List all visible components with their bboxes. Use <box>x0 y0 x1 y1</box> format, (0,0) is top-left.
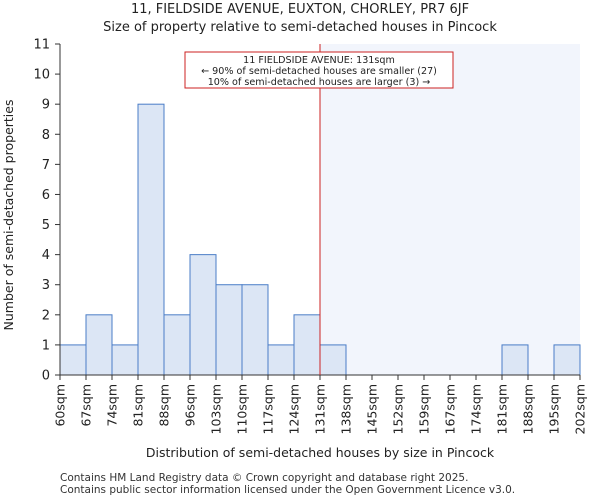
x-tick-label: 174sqm <box>469 384 484 434</box>
y-tick-label: 1 <box>42 338 50 353</box>
annotation-line1: 11 FIELDSIDE AVENUE: 131sqm <box>243 55 395 66</box>
x-tick-label: 88sqm <box>157 384 172 427</box>
y-tick-label: 3 <box>42 278 50 293</box>
histogram-bar <box>163 314 191 376</box>
larger-region-highlight <box>320 44 580 375</box>
y-tick-label: 9 <box>42 98 50 113</box>
histogram-bar <box>137 103 165 376</box>
x-tick-label: 181sqm <box>495 384 510 434</box>
x-tick-label: 138sqm <box>339 384 354 434</box>
x-tick-label: 131sqm <box>313 384 328 434</box>
x-tick-label: 81sqm <box>131 384 146 427</box>
chart-subtitle: Size of property relative to semi-detach… <box>103 20 497 35</box>
x-tick-label: 74sqm <box>105 384 120 427</box>
histogram-bar <box>319 344 347 376</box>
x-tick-label: 145sqm <box>365 384 380 434</box>
histogram-chart: 0 1 2 3 4 5 6 7 8 9 10 11 60sqm 67sqm 74sqm 81sqm 88sqm 9… <box>1 38 588 461</box>
histogram-bar <box>59 344 87 376</box>
histogram-bar <box>85 314 113 376</box>
histogram-bar <box>293 314 321 376</box>
y-tick-label: 7 <box>42 158 50 173</box>
y-tick-label: 8 <box>42 128 50 143</box>
x-tick-label: 117sqm <box>261 384 276 434</box>
x-tick-label: 159sqm <box>417 384 432 434</box>
y-tick-label: 2 <box>42 308 50 323</box>
y-axis-label: Number of semi-detached properties <box>1 100 16 331</box>
x-tick-label: 167sqm <box>443 384 458 434</box>
x-tick-label: 152sqm <box>391 384 406 434</box>
x-axis-label: Distribution of semi-detached houses by … <box>146 445 495 460</box>
x-tick-label: 195sqm <box>547 384 562 434</box>
annotation-line2: ← 90% of semi-detached houses are smalle… <box>201 66 437 77</box>
footer-licence: Contains public sector information licen… <box>60 484 516 496</box>
annotation-line3: 10% of semi-detached houses are larger (… <box>208 77 431 88</box>
x-tick-label: 60sqm <box>53 384 68 427</box>
histogram-bar <box>189 254 217 376</box>
annotation-box <box>184 51 454 89</box>
x-tick-label: 103sqm <box>209 384 224 434</box>
y-tick-label: 10 <box>33 68 50 83</box>
x-tick-label: 202sqm <box>573 384 588 434</box>
y-tick-label: 5 <box>42 218 50 233</box>
histogram-bar <box>241 284 269 376</box>
chart-title: 11, FIELDSIDE AVENUE, EUXTON, CHORLEY, P… <box>130 2 470 17</box>
histogram-bar <box>267 344 295 376</box>
x-tick-label: 124sqm <box>287 384 302 434</box>
histogram-bar <box>111 344 139 376</box>
histogram-bar <box>215 284 243 376</box>
x-tick-label: 96sqm <box>183 384 198 427</box>
x-tick-label: 110sqm <box>235 384 250 434</box>
y-tick-label: 0 <box>42 369 50 384</box>
y-tick-label: 4 <box>42 248 50 263</box>
x-tick-label: 188sqm <box>521 384 536 434</box>
y-tick-label: 6 <box>42 188 50 203</box>
histogram-bar <box>501 344 529 376</box>
footer-copyright: Contains HM Land Registry data © Crown c… <box>60 472 469 484</box>
histogram-bar <box>553 344 581 376</box>
y-tick-label: 11 <box>33 38 50 53</box>
x-tick-label: 67sqm <box>79 384 94 427</box>
